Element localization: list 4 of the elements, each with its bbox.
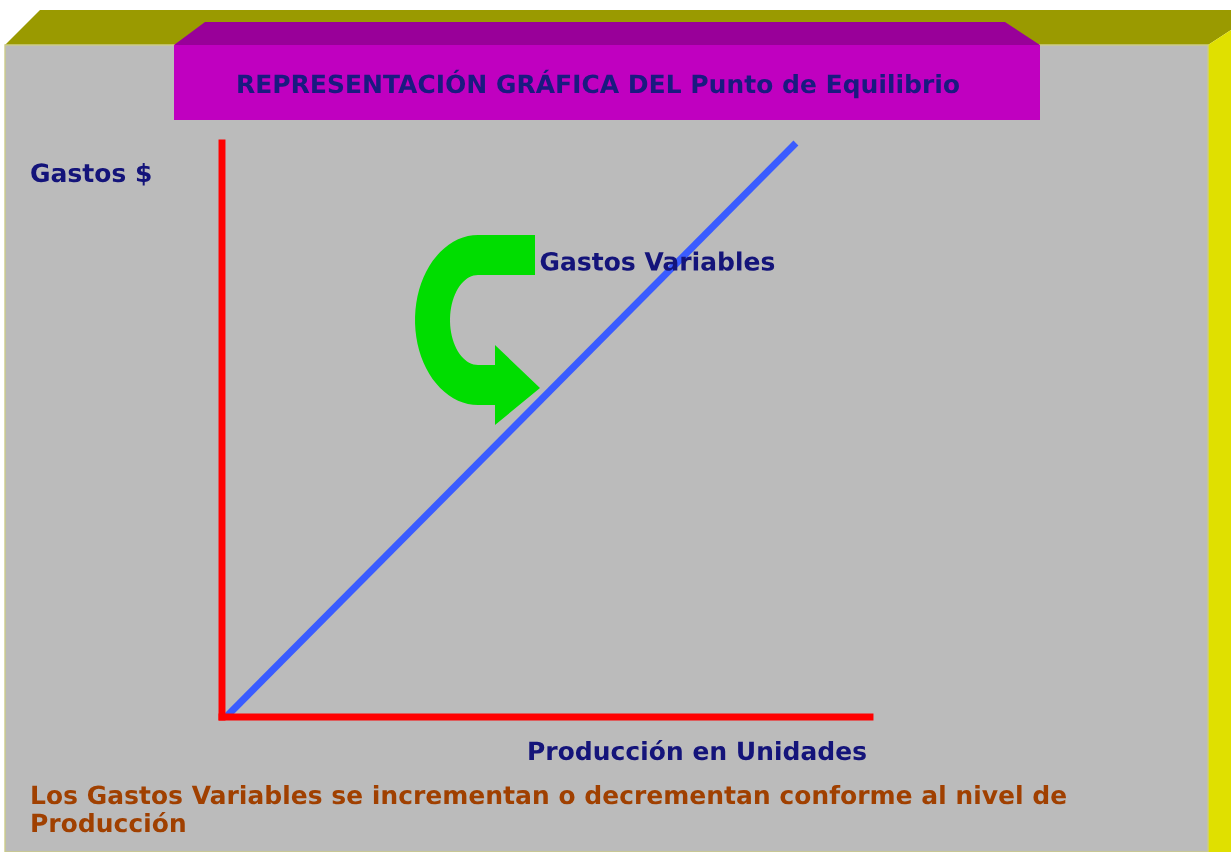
text: Los Gastos Variables se incrementan o decrementan conforme al nivel de Producción [32,785,1066,833]
x-axis-title: Producción en Unidades [529,739,866,761]
y-axis-title: Gastos $ [31,162,151,186]
chart-title: REPRESENTACIÓN GRÁFICA DEL Punto de Equilibrio [238,69,959,99]
